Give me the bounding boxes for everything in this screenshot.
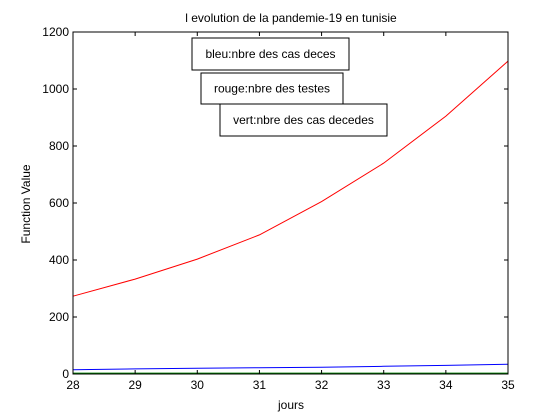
annotation-frame: [219, 103, 388, 137]
y-tick-label: 600: [49, 196, 69, 210]
y-tick-label: 0: [62, 367, 69, 381]
x-tick-label: 29: [128, 378, 142, 392]
annotation-box-1: bleu:nbre des cas deces: [191, 37, 350, 71]
annotation-frame: [191, 37, 350, 71]
x-tick-label: 30: [191, 378, 205, 392]
annotation-text: vert:nbre des cas decedes: [233, 113, 374, 127]
x-tick-label: 28: [66, 378, 80, 392]
series-line-2: [72, 363, 509, 371]
annotation-text: bleu:nbre des cas deces: [205, 47, 335, 61]
x-tick-label: 34: [439, 378, 453, 392]
y-tick-label: 200: [49, 310, 69, 324]
y-tick-label: 400: [49, 253, 69, 267]
x-tick-label: 35: [501, 378, 515, 392]
y-tick-label: 1200: [42, 25, 69, 39]
x-axis-label: jours: [277, 398, 304, 412]
annotation-frame: [200, 72, 344, 105]
y-tick-label: 800: [49, 139, 69, 153]
x-tick-label: 31: [253, 378, 267, 392]
x-tick-label: 32: [315, 378, 329, 392]
x-tick-label: 33: [377, 378, 391, 392]
y-axis-label: Function Value: [19, 164, 33, 243]
annotation-text: rouge:nbre des testes: [214, 82, 330, 96]
annotation-box-2: rouge:nbre des testes: [200, 72, 344, 105]
chart-title: l evolution de la pandemie-19 en tunisie: [185, 11, 397, 25]
annotation-box-3: vert:nbre des cas decedes: [219, 103, 388, 137]
y-tick-label: 1000: [42, 82, 69, 96]
series-line-1: [72, 60, 509, 297]
